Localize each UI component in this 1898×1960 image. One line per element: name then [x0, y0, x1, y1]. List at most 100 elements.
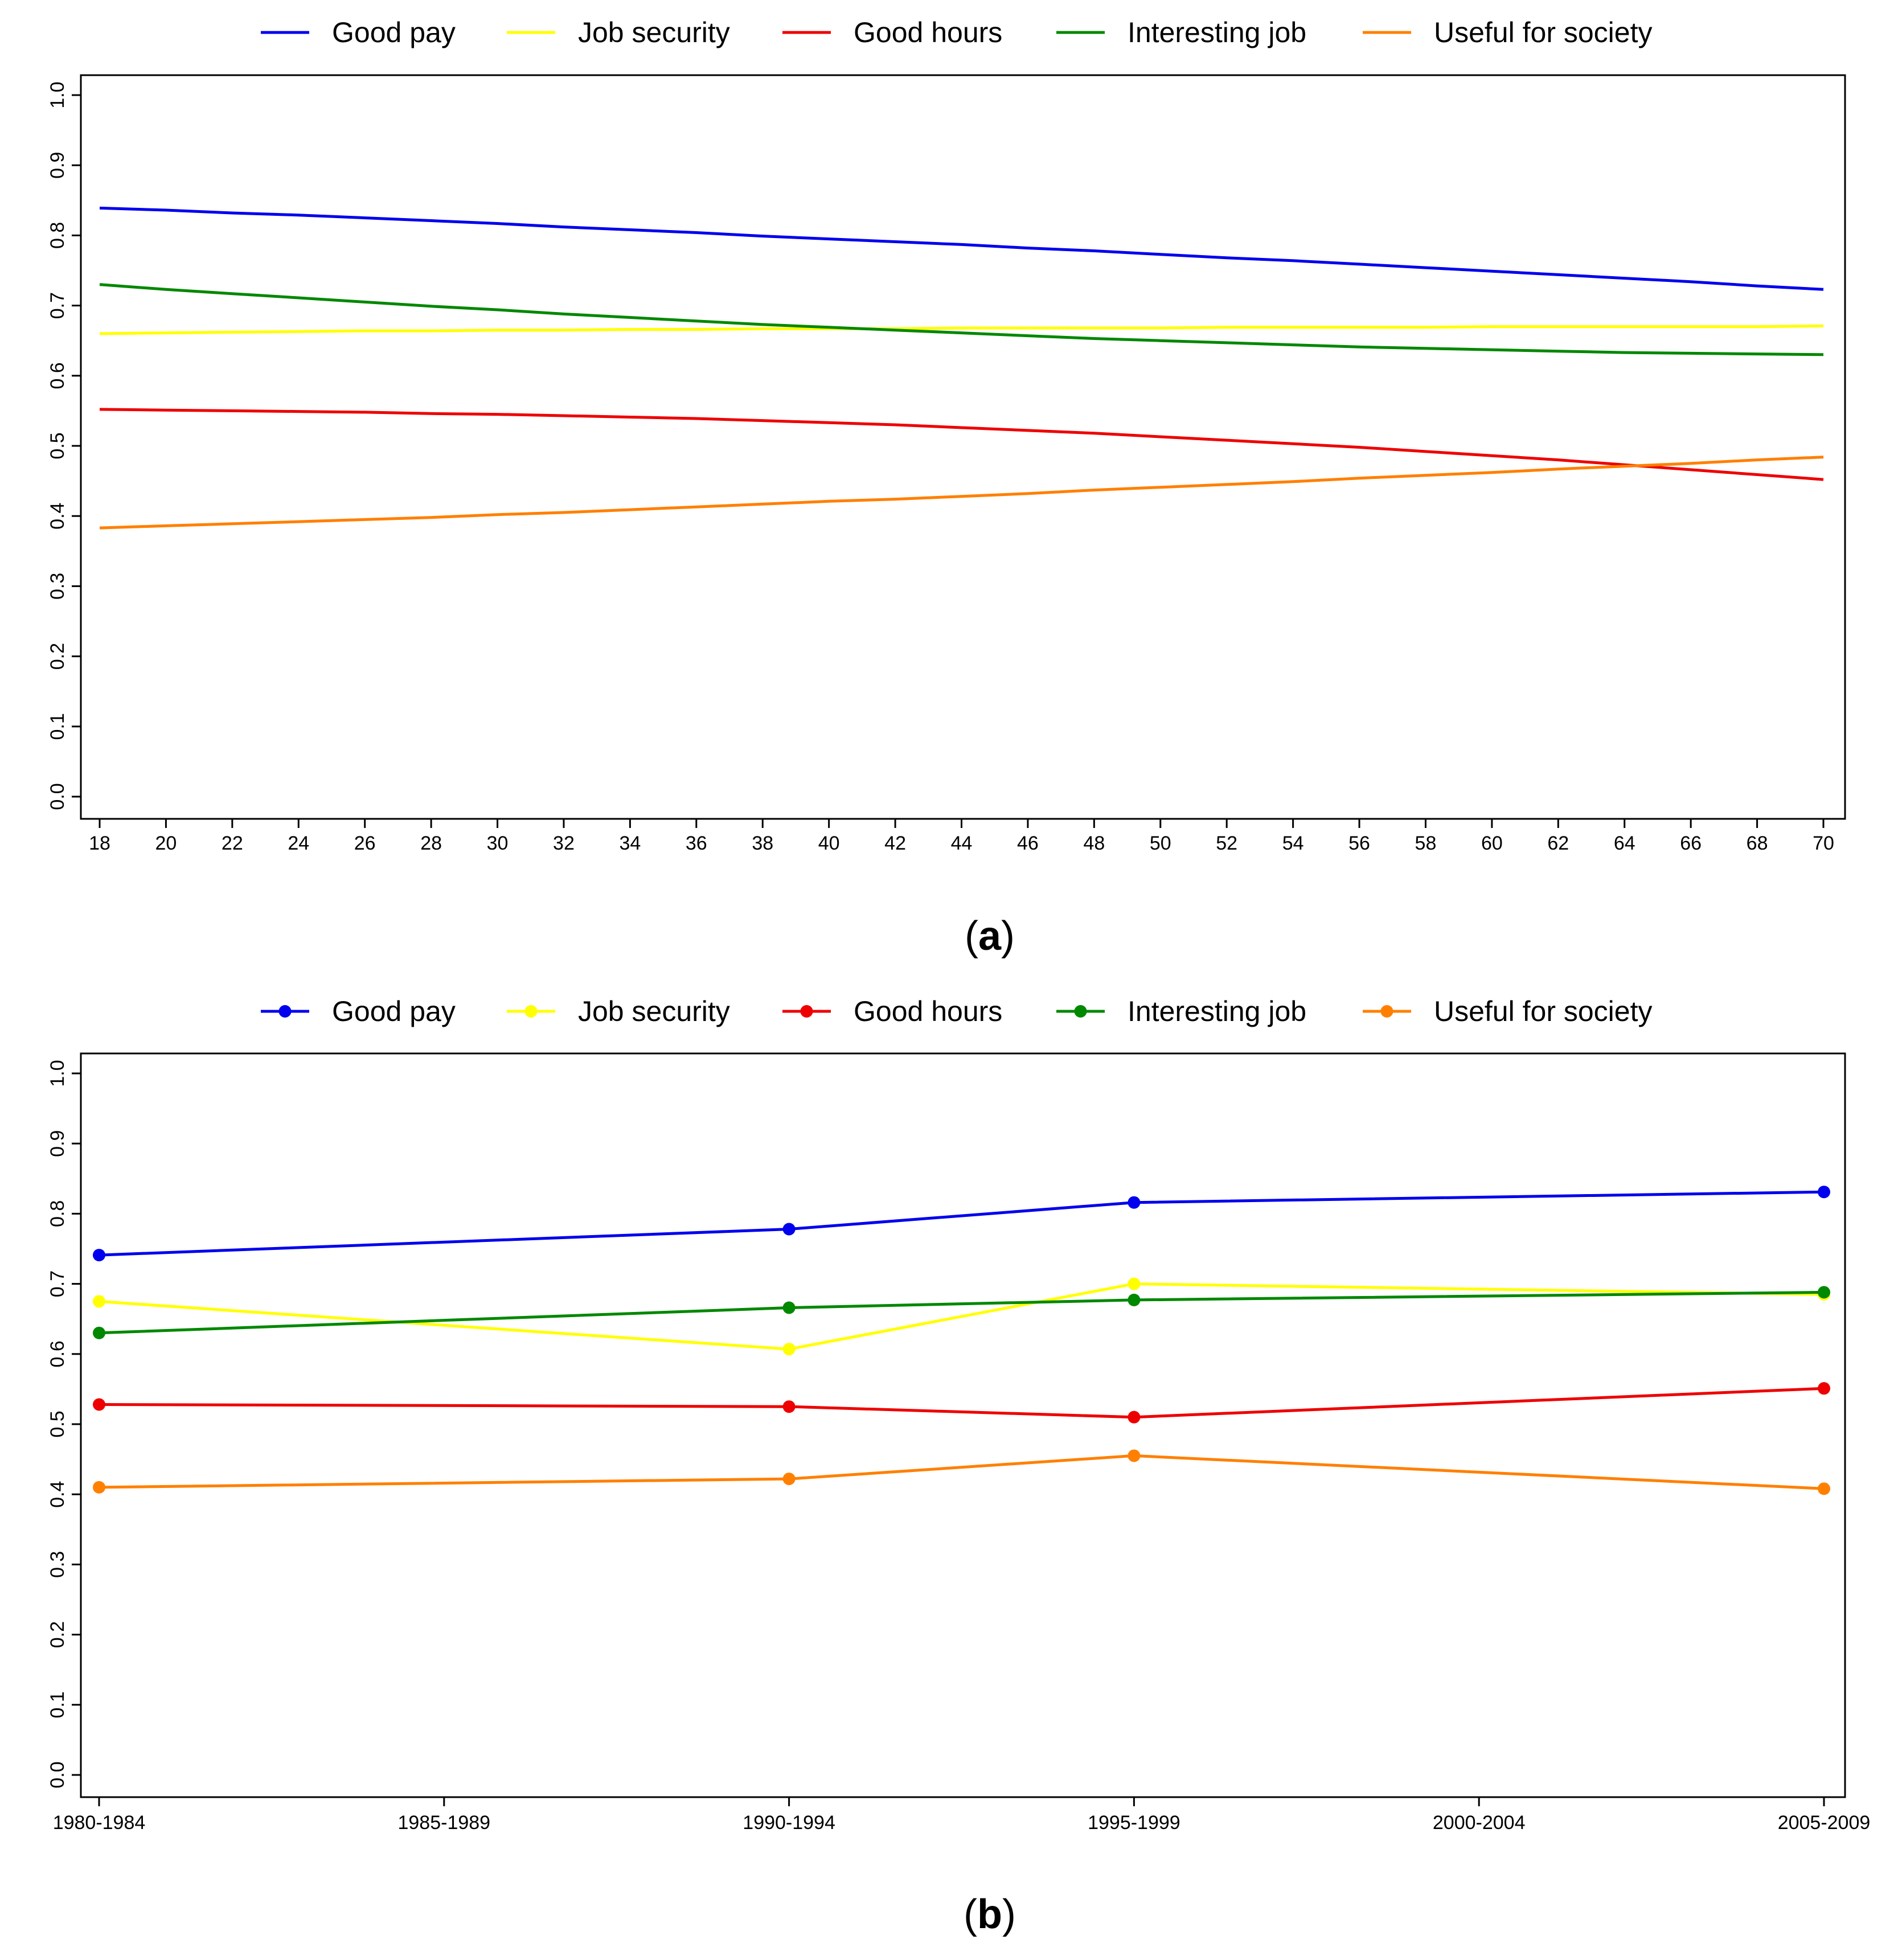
y-tick-label: 0.6	[47, 1340, 68, 1367]
legend: Good pay Job security Good hours Interestin…	[261, 995, 1652, 1027]
y-tick-label: 0.7	[47, 1270, 68, 1297]
data-point	[1128, 1410, 1141, 1424]
series-good-pay	[93, 1186, 1830, 1262]
x-tick-label: 46	[1017, 833, 1039, 854]
x-tick-label: 68	[1747, 833, 1768, 854]
chart-panel-a: 0.0 0.1 0.2 0.3 0.4 0.5 0.6 0.7 0.8 0.9 1.0 18 20 22 2…	[47, 17, 1846, 959]
x-tick-label: 62	[1547, 833, 1569, 854]
series-line	[99, 206, 1824, 291]
data-point	[782, 1473, 796, 1486]
legend-item-useful-for-society: Useful for society	[1363, 17, 1652, 48]
series-job-security	[99, 324, 1824, 335]
x-tick-label: 66	[1680, 833, 1702, 854]
x-tick-label: 64	[1614, 833, 1635, 854]
y-tick-label: 0.1	[47, 1691, 68, 1718]
chart-panel-b: 0.0 0.1 0.2 0.3 0.4 0.5 0.6 0.7 0.8 0.9 1.0 1980-19…	[47, 995, 1870, 1937]
y-tick-label: 0.7	[47, 292, 68, 319]
legend-marker	[278, 1005, 292, 1018]
legend-label: Good hours	[854, 17, 1002, 48]
y-tick-label: 0.3	[47, 573, 68, 600]
series-line	[99, 283, 1824, 356]
legend-label: Interesting job	[1128, 995, 1306, 1027]
data-point	[1818, 1186, 1830, 1199]
x-tick-label: 24	[288, 833, 309, 854]
data-point	[1818, 1382, 1830, 1395]
data-point	[1128, 1293, 1141, 1306]
plot-frame	[80, 74, 1846, 820]
legend-item-interesting-job: Interesting job	[1056, 995, 1306, 1027]
x-tick-label: 22	[222, 833, 243, 854]
series-good-hours	[93, 1382, 1830, 1424]
y-tick-label: 0.4	[47, 503, 68, 530]
x-tick-label: 1985-1989	[397, 1812, 490, 1834]
series-line	[99, 324, 1824, 335]
series-line	[99, 1290, 1825, 1335]
x-tick-label: 1995-1999	[1088, 1812, 1180, 1834]
legend-item-good-pay: Good pay	[261, 17, 456, 48]
y-tick-label: 0.5	[47, 432, 68, 459]
data-point	[1128, 1277, 1141, 1290]
series-line	[99, 456, 1824, 530]
x-tick-label: 30	[487, 833, 509, 854]
x-tick-label: 58	[1415, 833, 1437, 854]
data-point	[93, 1398, 105, 1411]
data-point	[93, 1481, 105, 1494]
y-tick-label: 0.9	[47, 1130, 68, 1157]
series-job-security	[93, 1277, 1830, 1356]
legend-item-useful-for-society: Useful for society	[1363, 995, 1652, 1027]
y-tick-label: 0.1	[47, 713, 68, 740]
x-tick-label: 1990-1994	[743, 1812, 835, 1834]
data-point	[93, 1295, 105, 1308]
x-tick-label: 18	[89, 833, 110, 854]
y-tick-label: 0.8	[47, 1200, 68, 1227]
series-useful-for-society	[99, 456, 1824, 530]
legend-label: Interesting job	[1128, 17, 1306, 48]
data-point	[1128, 1449, 1141, 1462]
legend-label: Job security	[578, 995, 730, 1027]
data-point	[93, 1326, 105, 1339]
x-tick-label: 2005-2009	[1778, 1812, 1871, 1834]
panel-label: (a)	[965, 913, 1015, 959]
legend-marker	[524, 1005, 538, 1018]
x-tick-label: 56	[1348, 833, 1370, 854]
x-tick-label: 32	[553, 833, 575, 854]
y-tick-label: 0.3	[47, 1551, 68, 1578]
y-tick-label: 1.0	[47, 1060, 68, 1086]
series-interesting-job	[99, 283, 1824, 356]
series-good-pay	[99, 206, 1824, 291]
x-tick-label: 44	[951, 833, 973, 854]
y-tick-label: 0.0	[47, 783, 68, 810]
series-line	[99, 1387, 1825, 1419]
x-tick-label: 40	[818, 833, 840, 854]
series-line	[99, 1190, 1825, 1257]
data-point	[782, 1343, 796, 1356]
y-tick-label: 0.2	[47, 643, 68, 670]
x-tick-label: 2000-2004	[1433, 1812, 1526, 1834]
data-point	[782, 1400, 796, 1413]
x-tick-label: 36	[686, 833, 707, 854]
x-tick-label: 38	[752, 833, 773, 854]
legend-item-job-security: Job security	[507, 995, 730, 1027]
legend-marker	[800, 1005, 813, 1018]
legend-item-interesting-job: Interesting job	[1056, 17, 1306, 48]
series-line	[99, 408, 1824, 481]
x-tick-label: 20	[155, 833, 177, 854]
data-point	[1818, 1482, 1830, 1495]
series-line	[99, 1282, 1825, 1351]
x-tick-label: 42	[884, 833, 906, 854]
y-tick-label: 0.5	[47, 1410, 68, 1437]
y-tick-label: 0.6	[47, 362, 68, 389]
legend-marker	[1380, 1005, 1393, 1018]
x-tick-label: 52	[1216, 833, 1237, 854]
plot-frame	[80, 1052, 1846, 1798]
y-tick-label: 0.0	[47, 1761, 68, 1788]
y-tick-label: 0.2	[47, 1621, 68, 1648]
x-tick-label: 70	[1813, 833, 1834, 854]
legend-label: Good pay	[332, 17, 456, 48]
data-point	[93, 1249, 105, 1262]
legend: Good pay Job security Good hours Interestin…	[261, 17, 1652, 48]
x-axis: 18 20 22 24 26 28 30 32 34 36 38 40 42 44 46 48 50 52 54 56…	[89, 819, 1834, 854]
panel-label: (b)	[964, 1892, 1016, 1937]
series-good-hours	[99, 408, 1824, 481]
